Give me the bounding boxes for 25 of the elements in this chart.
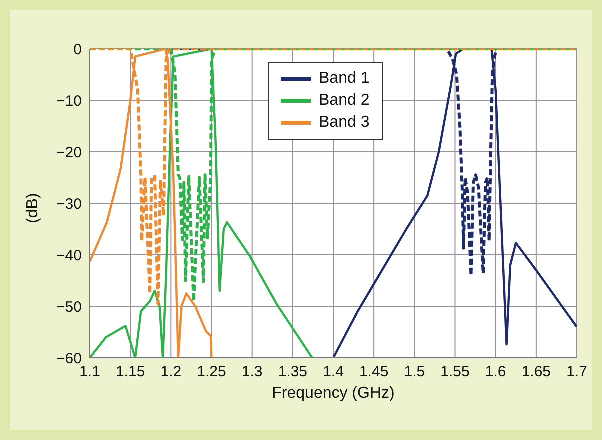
x-tick-label: 1.4 [323,364,344,381]
x-tick-label: 1.35 [278,364,308,381]
x-tick-label: 1.15 [116,364,146,381]
y-tick-label: −40 [56,247,82,264]
y-axis-title: (dB) [24,193,42,224]
legend-label: Band 3 [319,113,370,133]
y-tick-label: −20 [56,144,82,162]
x-tick-label: 1.55 [440,364,470,381]
x-tick-label: 1.25 [197,364,226,381]
x-tick-label: 1.1 [80,364,100,381]
x-tick-label: 1.6 [485,364,506,381]
y-tick-label: 0 [74,41,82,58]
y-tick-label: −60 [56,350,82,368]
x-tick-label: 1.7 [566,364,588,381]
y-tick-label: −30 [56,196,82,213]
x-axis-title: Frequency (GHz) [272,385,395,402]
x-tick-label: 1.2 [160,364,182,381]
x-tick-label: 1.5 [404,364,426,381]
legend-label: Band 1 [319,69,370,89]
y-tick-label: −10 [56,92,82,110]
legend-label: Band 2 [319,91,370,111]
x-tick-label: 1.3 [242,364,263,381]
x-tick-label: 1.45 [359,364,389,381]
y-tick-label: −50 [56,298,82,316]
x-tick-label: 1.65 [522,364,552,381]
